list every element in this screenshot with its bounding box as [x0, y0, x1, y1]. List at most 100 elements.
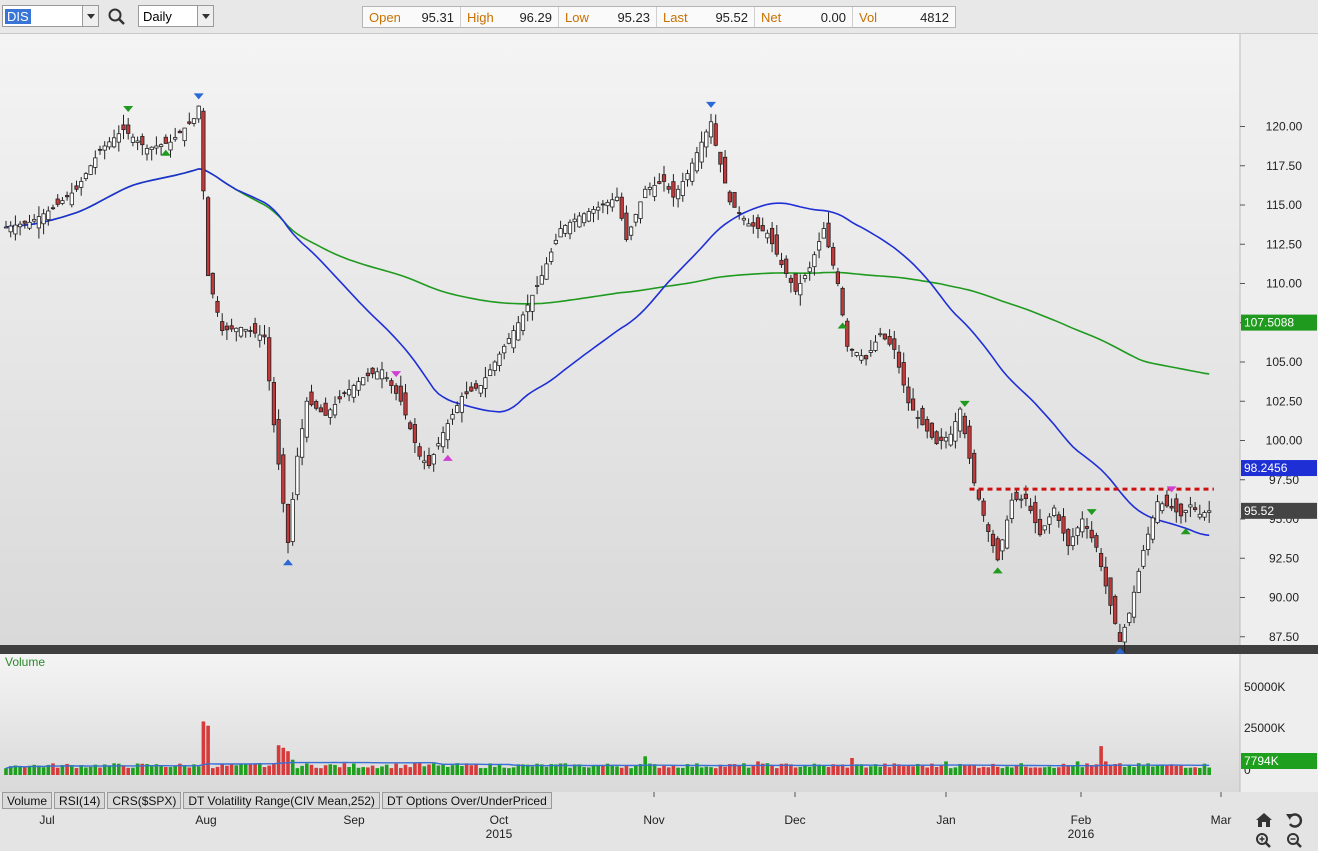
- volume-bar: [1000, 768, 1005, 775]
- volume-bar: [178, 763, 182, 775]
- volume-bar: [746, 767, 751, 775]
- pane-splitter[interactable]: [0, 645, 1318, 654]
- chevron-down-icon[interactable]: [82, 6, 98, 26]
- volume-bar: [74, 768, 79, 775]
- volume-bar: [967, 764, 972, 775]
- volume-bar: [1183, 767, 1188, 775]
- price-axis-pane[interactable]: [1240, 34, 1318, 645]
- volume-bar: [822, 764, 826, 775]
- volume-bar: [27, 765, 32, 775]
- volume-bar: [1198, 767, 1202, 775]
- volume-bar: [709, 767, 713, 775]
- candle: [661, 165, 667, 192]
- candle: [1103, 556, 1108, 595]
- swing-marker: [442, 454, 453, 461]
- candle: [868, 340, 873, 357]
- volume-bar: [1188, 767, 1193, 775]
- search-icon[interactable]: [106, 6, 128, 28]
- volume-bar: [450, 765, 455, 775]
- candle: [1080, 511, 1085, 538]
- quote-high: High 96.29: [461, 7, 559, 27]
- volume-bar: [1014, 765, 1019, 775]
- volume-bar: [149, 766, 154, 775]
- volume-bar: [779, 763, 784, 775]
- volume-bar: [135, 763, 140, 775]
- zoom-out-icon[interactable]: [1284, 831, 1306, 851]
- volume-bar: [911, 766, 915, 775]
- candle: [13, 215, 18, 241]
- volume-bar: [1028, 767, 1033, 775]
- volume-bar: [352, 763, 356, 775]
- candle: [1089, 521, 1094, 543]
- volume-bar: [1113, 763, 1117, 775]
- volume-bar: [610, 765, 615, 775]
- candle: [760, 217, 765, 232]
- symbol-value[interactable]: DIS: [5, 9, 31, 24]
- candle: [638, 201, 643, 224]
- price-pane[interactable]: [0, 34, 1240, 645]
- candle: [690, 158, 695, 186]
- price-tick-label: 97.50: [1269, 473, 1299, 487]
- tab-options-over-underpriced[interactable]: DT Options Over/UnderPriced: [381, 792, 552, 809]
- candle: [1070, 528, 1075, 551]
- home-icon[interactable]: [1253, 810, 1275, 830]
- volume-bar: [126, 767, 130, 775]
- volume-bar: [1071, 765, 1075, 775]
- candle: [252, 317, 258, 338]
- volume-bar: [408, 767, 412, 775]
- chevron-down-icon[interactable]: [197, 6, 213, 26]
- candle: [591, 205, 596, 223]
- candle: [812, 251, 817, 276]
- candle: [553, 233, 559, 246]
- candle: [445, 419, 450, 449]
- candle: [788, 274, 794, 293]
- candle: [393, 383, 399, 401]
- candle: [1160, 501, 1165, 514]
- candle: [1075, 525, 1080, 545]
- candle: [450, 408, 455, 425]
- year-label: 2015: [486, 827, 513, 841]
- candle: [403, 384, 408, 420]
- volume-bar: [1024, 766, 1028, 775]
- volume-badge: [1241, 753, 1317, 769]
- price-layer: [3, 93, 1214, 654]
- volume-bar: [1057, 767, 1061, 775]
- volume-bar: [46, 764, 51, 775]
- volume-bar: [159, 765, 163, 775]
- price-tick-label: 110.00: [1266, 277, 1302, 291]
- volume-bar: [154, 764, 159, 775]
- candle: [943, 431, 949, 449]
- candle: [422, 450, 427, 470]
- interval-combo[interactable]: Daily: [138, 5, 214, 27]
- volume-bar: [554, 764, 558, 775]
- volume-bar: [1165, 764, 1169, 775]
- candle: [873, 335, 878, 353]
- volume-bar: [1108, 764, 1113, 775]
- reset-icon[interactable]: [1284, 810, 1306, 830]
- volume-bar: [596, 765, 600, 775]
- candle: [1037, 509, 1043, 537]
- volume-bar: [502, 767, 506, 775]
- interval-value[interactable]: Daily: [143, 9, 172, 24]
- tab-rsi[interactable]: RSI(14): [54, 792, 106, 809]
- candle: [102, 141, 107, 160]
- zoom-in-icon[interactable]: [1253, 831, 1275, 851]
- volume-bar: [281, 747, 286, 775]
- volume-bar: [864, 767, 868, 775]
- tab-crs[interactable]: CRS($SPX): [107, 792, 182, 809]
- tab-volatility-range[interactable]: DT Volatility Range(CIV Mean,252): [183, 792, 380, 809]
- volume-bar: [920, 765, 925, 775]
- chart[interactable]: 120.00117.50115.00112.50110.00107.50105.…: [0, 34, 1318, 851]
- candle: [459, 392, 465, 423]
- volume-bar: [1146, 763, 1150, 775]
- candle: [337, 390, 342, 404]
- candle: [375, 367, 380, 380]
- volume-bar: [187, 767, 192, 775]
- tab-volume[interactable]: Volume: [2, 792, 53, 809]
- candle: [196, 105, 201, 123]
- volume-bar: [267, 765, 271, 775]
- candle: [271, 376, 277, 433]
- candle: [1099, 548, 1104, 572]
- candle: [1131, 585, 1137, 624]
- symbol-combo[interactable]: DIS: [2, 5, 99, 27]
